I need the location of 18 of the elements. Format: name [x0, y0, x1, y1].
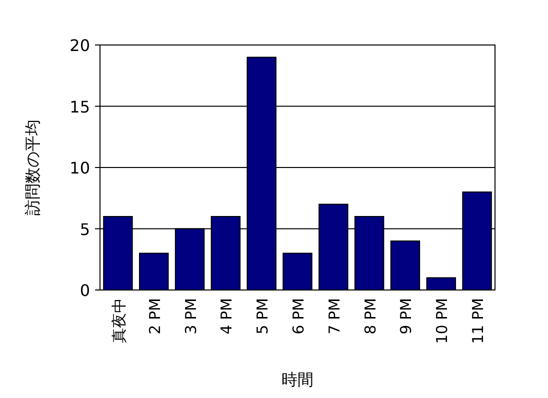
x-axis-title: 時間 [282, 370, 314, 389]
y-tick-label: 10 [70, 158, 90, 178]
y-tick-label: 15 [70, 97, 90, 116]
y-tick-label: 5 [80, 220, 90, 239]
x-tick-label: 2 PM [146, 298, 164, 334]
x-tick-label: 8 PM [361, 298, 380, 334]
x-tick-label: 4 PM [218, 298, 236, 334]
x-tick-label: 5 PM [254, 298, 272, 334]
y-tick-label: 0 [80, 281, 90, 300]
x-tick-label: 10 PM [433, 298, 452, 344]
x-tick-label: 11 PM [469, 298, 488, 344]
x-tick-label: 3 PM [182, 298, 200, 334]
x-tick-label: 6 PM [290, 298, 308, 334]
y-tick-label: 20 [70, 36, 90, 55]
x-tick-label: 真夜中 [110, 298, 128, 343]
x-tick-label: 7 PM [325, 298, 344, 334]
y-axis-title: 訪問数の平均 [23, 120, 42, 216]
x-tick-label: 9 PM [397, 298, 416, 334]
